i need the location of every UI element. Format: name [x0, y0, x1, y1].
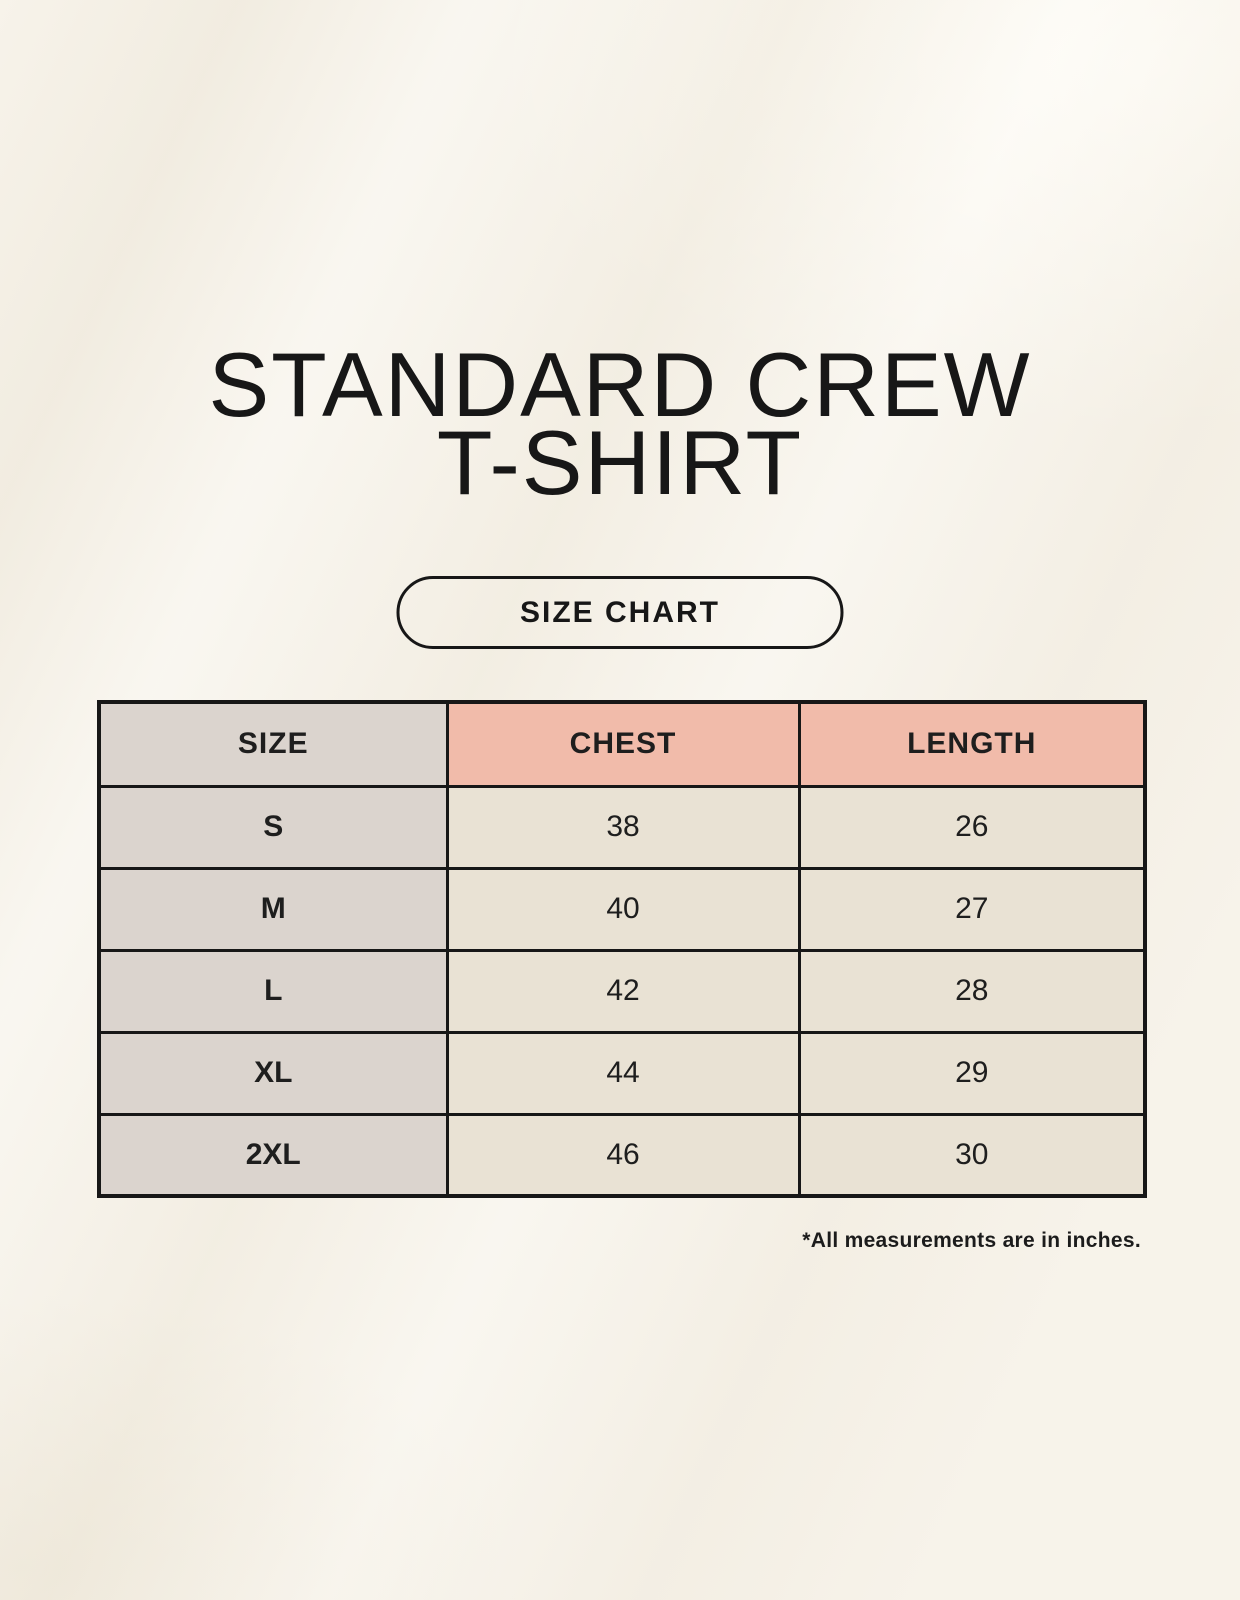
- header-row: SIZE CHEST LENGTH: [97, 700, 1147, 788]
- product-title: STANDARD CREW T-SHIRT: [0, 335, 1240, 514]
- column-header-length: LENGTH: [797, 700, 1147, 788]
- table-row-xl: XL 44 29: [97, 1030, 1147, 1116]
- cell-size: XL: [97, 1030, 449, 1116]
- size-chart-table: SIZE CHEST LENGTH S 38 26 M 40 27 L 42 2…: [97, 700, 1147, 1198]
- product-title-line1: STANDARD CREW: [208, 335, 1032, 436]
- cell-chest: 40: [445, 866, 801, 952]
- measurements-note: *All measurements are in inches.: [802, 1229, 1141, 1252]
- cell-length: 28: [797, 948, 1147, 1034]
- table-row-l: L 42 28: [97, 948, 1147, 1034]
- cell-chest: 44: [445, 1030, 801, 1116]
- cell-length: 26: [797, 784, 1147, 870]
- table-row-s: S 38 26: [97, 784, 1147, 870]
- cell-length: 30: [797, 1112, 1147, 1198]
- column-header-chest: CHEST: [445, 700, 801, 788]
- cell-chest: 46: [445, 1112, 801, 1198]
- cell-size: S: [97, 784, 449, 870]
- size-chart-button[interactable]: SIZE CHART: [396, 576, 844, 649]
- cell-chest: 38: [445, 784, 801, 870]
- cell-length: 27: [797, 866, 1147, 952]
- table-row-m: M 40 27: [97, 866, 1147, 952]
- cell-size: L: [97, 948, 449, 1034]
- column-header-size: SIZE: [97, 700, 449, 788]
- cell-size: M: [97, 866, 449, 952]
- table-row-2xl: 2XL 46 30: [97, 1112, 1147, 1198]
- cell-chest: 42: [445, 948, 801, 1034]
- cell-size: 2XL: [97, 1112, 449, 1198]
- cell-length: 29: [797, 1030, 1147, 1116]
- product-title-line2: T-SHIRT: [436, 413, 804, 514]
